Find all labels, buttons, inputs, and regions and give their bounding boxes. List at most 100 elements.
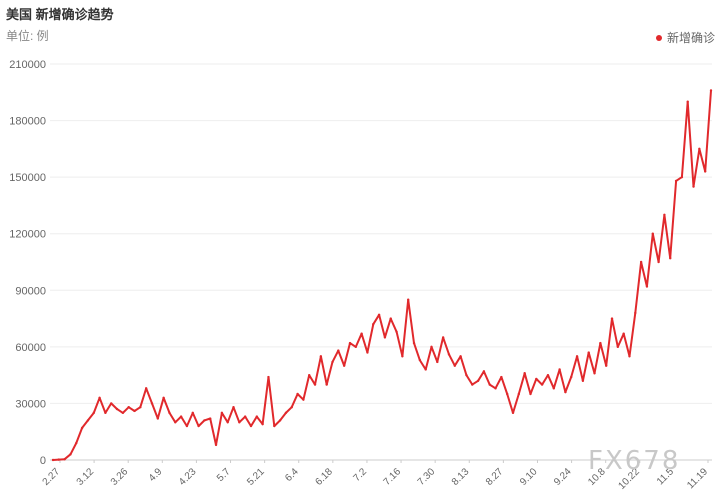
- data-point[interactable]: [331, 360, 334, 364]
- data-point[interactable]: [680, 175, 684, 179]
- data-point[interactable]: [645, 285, 649, 288]
- data-point[interactable]: [407, 298, 410, 301]
- data-point[interactable]: [482, 370, 486, 373]
- data-point[interactable]: [505, 392, 509, 396]
- data-point[interactable]: [529, 392, 532, 396]
- data-point[interactable]: [342, 364, 346, 367]
- data-point[interactable]: [75, 441, 78, 445]
- data-point[interactable]: [593, 372, 596, 375]
- data-point[interactable]: [465, 373, 468, 377]
- data-point[interactable]: [273, 424, 276, 428]
- data-point[interactable]: [104, 411, 107, 415]
- data-point[interactable]: [634, 311, 637, 315]
- data-point[interactable]: [552, 387, 555, 390]
- data-point[interactable]: [127, 406, 130, 409]
- data-point[interactable]: [290, 406, 293, 409]
- data-point[interactable]: [698, 147, 701, 151]
- data-point[interactable]: [121, 411, 125, 415]
- data-point[interactable]: [622, 332, 625, 335]
- data-point[interactable]: [383, 336, 387, 339]
- data-point[interactable]: [453, 364, 456, 367]
- data-point[interactable]: [535, 377, 538, 381]
- data-point[interactable]: [610, 317, 614, 320]
- data-point[interactable]: [599, 341, 602, 345]
- data-point[interactable]: [575, 355, 579, 358]
- data-point[interactable]: [63, 458, 66, 461]
- data-point[interactable]: [115, 407, 119, 411]
- data-point[interactable]: [284, 411, 288, 415]
- data-point[interactable]: [424, 368, 427, 371]
- data-point[interactable]: [197, 424, 200, 428]
- data-point[interactable]: [191, 411, 194, 415]
- data-point[interactable]: [476, 379, 480, 382]
- data-point[interactable]: [133, 409, 136, 413]
- data-point[interactable]: [581, 379, 585, 382]
- data-point[interactable]: [360, 332, 363, 335]
- data-point[interactable]: [308, 373, 311, 377]
- data-point[interactable]: [459, 355, 462, 358]
- data-point[interactable]: [209, 417, 212, 420]
- data-point[interactable]: [139, 406, 142, 409]
- data-point[interactable]: [570, 375, 573, 379]
- data-point[interactable]: [471, 383, 474, 386]
- data-point[interactable]: [179, 415, 183, 418]
- data-point[interactable]: [232, 406, 235, 409]
- data-point[interactable]: [616, 345, 620, 349]
- data-point[interactable]: [162, 396, 165, 399]
- data-point[interactable]: [86, 419, 90, 422]
- data-point[interactable]: [395, 330, 398, 333]
- data-point[interactable]: [436, 360, 439, 364]
- legend[interactable]: 新增确诊: [655, 29, 715, 46]
- data-point[interactable]: [302, 398, 305, 401]
- data-point[interactable]: [401, 355, 404, 358]
- data-point[interactable]: [488, 383, 491, 386]
- data-point[interactable]: [366, 351, 369, 354]
- data-point[interactable]: [663, 213, 666, 217]
- data-point[interactable]: [651, 232, 654, 235]
- data-point[interactable]: [628, 355, 631, 358]
- data-point[interactable]: [69, 453, 72, 456]
- data-point[interactable]: [604, 364, 608, 367]
- data-point[interactable]: [261, 422, 264, 426]
- data-point[interactable]: [267, 375, 270, 379]
- data-point[interactable]: [92, 411, 95, 415]
- data-point[interactable]: [523, 372, 526, 375]
- data-point[interactable]: [517, 392, 521, 396]
- data-point[interactable]: [418, 358, 422, 362]
- data-point[interactable]: [156, 417, 160, 420]
- data-point[interactable]: [540, 383, 544, 386]
- data-point[interactable]: [296, 392, 299, 396]
- data-point[interactable]: [709, 89, 713, 92]
- data-point[interactable]: [447, 353, 451, 356]
- data-point[interactable]: [372, 323, 375, 326]
- data-point[interactable]: [144, 387, 148, 390]
- data-point[interactable]: [337, 349, 340, 352]
- data-point[interactable]: [564, 390, 567, 394]
- data-point[interactable]: [546, 373, 550, 377]
- data-point[interactable]: [511, 411, 515, 415]
- data-point[interactable]: [692, 185, 695, 188]
- data-point[interactable]: [203, 419, 206, 422]
- data-point[interactable]: [494, 387, 497, 390]
- data-point[interactable]: [319, 355, 323, 358]
- data-point[interactable]: [278, 419, 282, 422]
- data-point[interactable]: [243, 415, 247, 418]
- data-point[interactable]: [587, 351, 590, 354]
- data-point[interactable]: [110, 402, 113, 405]
- data-point[interactable]: [389, 317, 392, 320]
- data-point[interactable]: [168, 411, 171, 415]
- data-point[interactable]: [185, 424, 189, 428]
- data-point[interactable]: [703, 170, 707, 173]
- data-point[interactable]: [657, 260, 660, 264]
- data-point[interactable]: [639, 260, 643, 264]
- data-point[interactable]: [249, 424, 253, 428]
- data-point[interactable]: [325, 383, 328, 386]
- data-point[interactable]: [686, 100, 689, 103]
- data-point[interactable]: [430, 345, 433, 349]
- data-point[interactable]: [500, 375, 503, 379]
- data-point[interactable]: [377, 313, 381, 316]
- data-point[interactable]: [354, 345, 357, 349]
- data-point[interactable]: [214, 443, 218, 447]
- data-point[interactable]: [558, 368, 561, 371]
- data-point[interactable]: [441, 336, 445, 339]
